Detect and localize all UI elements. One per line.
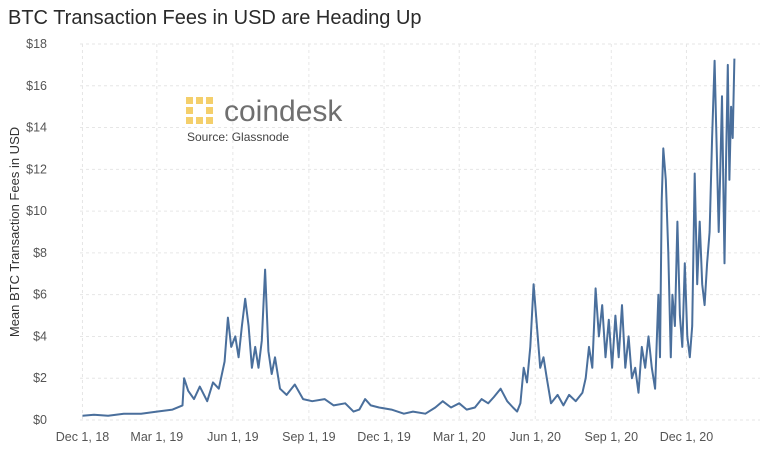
x-tick-label: Sep 1, 20 — [585, 430, 639, 444]
coindesk-logo-icon — [186, 97, 213, 124]
x-tick-label: Jun 1, 20 — [510, 430, 561, 444]
x-tick-labels: Dec 1, 18 Mar 1, 19 Jun 1, 19 Sep 1, 19 Dec … — [56, 430, 714, 444]
x-tick-label: Sep 1, 19 — [282, 430, 336, 444]
gridlines — [80, 43, 760, 421]
y-tick-label: $18 — [26, 37, 47, 51]
source-label: Source: Glassnode — [187, 130, 289, 144]
y-tick-label: $16 — [26, 79, 47, 93]
y-tick-label: $2 — [33, 371, 47, 385]
y-tick-label: $10 — [26, 204, 47, 218]
y-tick-labels: $0 $2 $4 $6 $8 $10 $12 $14 $16 $18 — [26, 37, 47, 427]
x-tick-label: Dec 1, 19 — [357, 430, 411, 444]
y-tick-label: $12 — [26, 162, 47, 176]
coindesk-logo-text: coindesk — [224, 95, 343, 128]
x-tick-label: Jun 1, 19 — [207, 430, 258, 444]
series-line-btc-fees — [82, 58, 736, 417]
y-tick-label: $4 — [33, 329, 47, 343]
chart-title: BTC Transaction Fees in USD are Heading … — [8, 7, 422, 29]
x-tick-label: Dec 1, 18 — [56, 430, 110, 444]
x-tick-label: Mar 1, 19 — [130, 430, 183, 444]
x-tick-label: Dec 1, 20 — [660, 430, 714, 444]
y-axis-title: Mean BTC Transaction Fees in USD — [7, 127, 22, 337]
y-tick-label: $0 — [33, 413, 47, 427]
y-tick-label: $8 — [33, 246, 47, 260]
coindesk-logo: coindesk Source: Glassnode — [186, 95, 343, 144]
y-tick-label: $14 — [26, 121, 47, 135]
y-tick-label: $6 — [33, 288, 47, 302]
x-tick-label: Mar 1, 20 — [433, 430, 486, 444]
